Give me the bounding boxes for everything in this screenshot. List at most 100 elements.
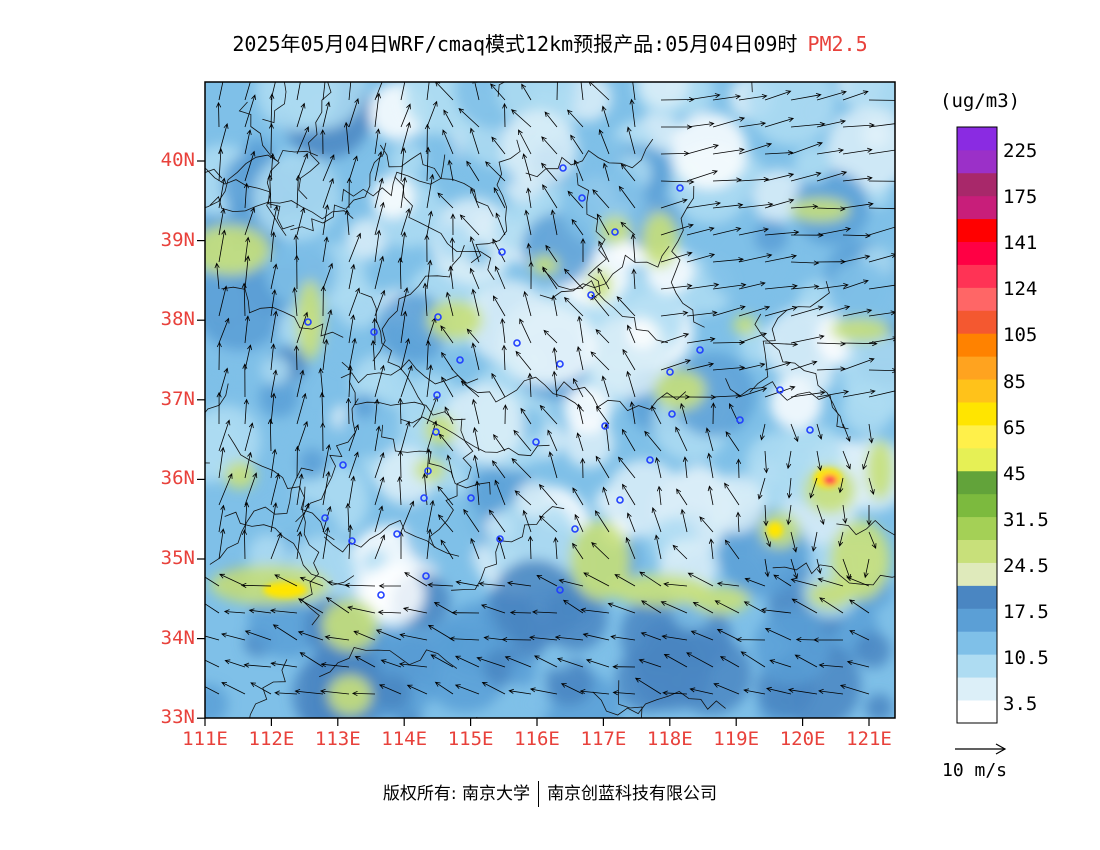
- station-marker: [456, 356, 464, 364]
- colorbar-segment: [957, 195, 997, 220]
- station-marker: [559, 164, 567, 172]
- colorbar-segment: [957, 310, 997, 334]
- title-pollutant: PM2.5: [807, 32, 868, 56]
- station-marker: [556, 586, 564, 594]
- colorbar-segment: [957, 149, 997, 174]
- station-marker: [736, 416, 744, 424]
- lon-label: 116E: [514, 728, 560, 750]
- lat-label: 39N: [160, 228, 195, 251]
- lon-label: 115E: [447, 728, 494, 750]
- station-marker: [434, 313, 442, 321]
- station-marker: [433, 391, 441, 399]
- station-marker: [393, 530, 401, 538]
- lon-label: 113E: [314, 728, 361, 750]
- copyright: 版权所有: 南京大学 南京创蓝科技有限公司: [0, 779, 1100, 807]
- station-marker: [424, 467, 432, 475]
- lat-label: 38N: [160, 308, 195, 331]
- colorbar-segment: [957, 287, 997, 311]
- lon-label: 119E: [713, 728, 760, 750]
- map-plot-area: [205, 82, 895, 718]
- legend-label: 85: [1003, 370, 1026, 393]
- station-marker: [776, 386, 784, 394]
- colorbar-segment: [957, 172, 997, 197]
- colorbar-segment: [957, 264, 997, 288]
- wind-scale-arrow: [955, 743, 1007, 755]
- colorbar-segment: [957, 241, 997, 265]
- lon-label: 121E: [846, 728, 892, 750]
- station-marker: [467, 494, 475, 502]
- legend-label: 45: [1003, 462, 1026, 485]
- legend-label: 17.5: [1003, 601, 1049, 623]
- colorbar-segment: [957, 402, 997, 426]
- colorbar-segment: [957, 379, 997, 403]
- colorbar-segment: [957, 608, 997, 632]
- colorbar-segment: [957, 127, 997, 151]
- legend-label: 3.5: [1003, 693, 1038, 716]
- copyright-right: 南京创蓝科技有限公司: [547, 784, 718, 804]
- colorbar-segment: [957, 516, 997, 541]
- station-marker: [556, 360, 564, 368]
- station-marker: [420, 494, 428, 502]
- legend-label: 24.5: [1003, 554, 1049, 577]
- colorbar-segment: [957, 425, 997, 449]
- station-marker: [498, 248, 506, 256]
- colorbar-segment: [957, 562, 997, 586]
- station-marker: [578, 194, 586, 202]
- legend-label: 141: [1003, 232, 1038, 255]
- station-marker: [646, 456, 654, 464]
- colorbar-segment: [957, 654, 997, 678]
- lon-label: 112E: [248, 728, 295, 750]
- station-marker: [321, 514, 329, 522]
- lat-label: 34N: [160, 626, 195, 649]
- station-marker: [532, 438, 540, 446]
- colorbar-segment: [957, 539, 997, 563]
- colorbar-segment: [957, 447, 997, 472]
- legend-unit: (ug/m3): [940, 90, 1021, 112]
- station-marker: [616, 496, 624, 504]
- station-marker: [377, 591, 385, 599]
- lon-label: 111E: [182, 728, 228, 750]
- colorbar-segment: [957, 493, 997, 518]
- legend-label: 105: [1003, 324, 1038, 347]
- legend-label: 65: [1003, 416, 1026, 439]
- station-marker: [668, 410, 676, 418]
- legend-label: 124: [1003, 278, 1038, 301]
- station-marker: [422, 572, 430, 580]
- station-marker: [666, 368, 674, 376]
- colorbar-segment: [957, 700, 997, 724]
- legend-label: 175: [1003, 186, 1038, 209]
- station-marker: [339, 461, 347, 469]
- copyright-divider: [538, 781, 540, 807]
- station-marker: [496, 535, 504, 543]
- station-marker: [601, 422, 609, 430]
- lat-label: 36N: [160, 467, 195, 490]
- colorbar-segment: [957, 470, 997, 495]
- title-main: 2025年05月04日WRF/cmaq模式12km预报产品:05月04日09时: [232, 32, 798, 56]
- colorbar-segment: [957, 333, 997, 357]
- wind-scale-label: 10 m/s: [942, 760, 1008, 781]
- station-marker: [571, 525, 579, 533]
- legend-label: 10.5: [1003, 647, 1049, 670]
- station-marker: [806, 426, 814, 434]
- copyright-left: 版权所有: 南京大学: [382, 784, 531, 804]
- colorbar-segment: [957, 585, 997, 609]
- lon-label: 117E: [580, 728, 627, 750]
- lat-label: 40N: [160, 149, 195, 171]
- station-marker: [587, 291, 595, 299]
- colorbar: [956, 126, 998, 724]
- lon-label: 114E: [381, 728, 428, 750]
- station-marker: [513, 339, 521, 347]
- station-marker: [676, 184, 684, 192]
- lat-label: 35N: [160, 547, 195, 569]
- colorbar-segment: [957, 631, 997, 655]
- station-marker: [370, 328, 378, 336]
- lon-label: 120E: [779, 728, 826, 750]
- legend-label: 31.5: [1003, 508, 1049, 531]
- lon-label: 118E: [646, 728, 693, 750]
- station-marker: [696, 346, 704, 354]
- station-marker: [348, 537, 356, 545]
- station-marker: [432, 428, 440, 436]
- legend-label: 225: [1003, 140, 1038, 162]
- colorbar-segment: [957, 356, 997, 380]
